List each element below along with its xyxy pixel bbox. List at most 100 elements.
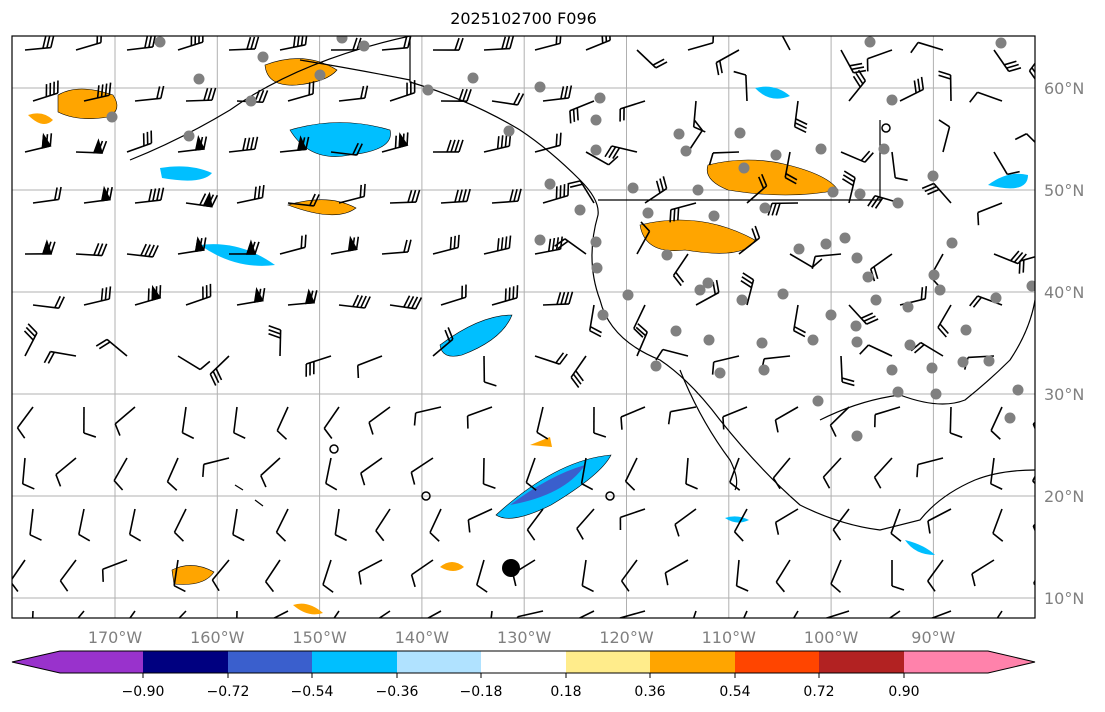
station-dot (193, 73, 205, 85)
station-dot (714, 367, 726, 379)
station-dot (827, 186, 839, 198)
wind-barb (542, 291, 574, 306)
wind-barb (1014, 133, 1035, 153)
wind-barbs (12, 36, 1035, 618)
wind-barb (381, 132, 409, 153)
station-dot (594, 92, 606, 104)
station-dot (756, 337, 768, 349)
latitude-label: 40°N (1044, 283, 1084, 302)
wind-barb (783, 610, 799, 618)
wind-barb (840, 49, 867, 74)
station-dot (736, 294, 748, 306)
wind-barb (708, 151, 740, 166)
station-dot (1004, 412, 1016, 424)
longitude-labels: 170°W 160°W 150°W 140°W 130°W 120°W 110°W 100°W… (88, 628, 956, 647)
wind-barb (389, 80, 416, 102)
wind-barb (483, 235, 512, 255)
wind-barb (536, 406, 549, 440)
wind-barb (43, 350, 77, 364)
wind-barb (322, 559, 334, 593)
coastlines-and-borders (129, 36, 1035, 531)
colorbar-segment (481, 651, 566, 673)
station-dot (590, 236, 602, 248)
colorbar-tick-label: 0.90 (888, 684, 919, 700)
wind-barb (672, 253, 689, 287)
wind-barb (32, 295, 65, 309)
wind-barb (75, 138, 108, 154)
station-dot (534, 234, 546, 246)
wind-barb (29, 508, 42, 541)
wind-barb (134, 284, 162, 306)
station-markers (106, 36, 1035, 442)
station-dot (680, 145, 692, 157)
wind-barb (927, 508, 952, 534)
wind-barb (624, 457, 638, 491)
station-dot (864, 36, 876, 48)
wind-barb (228, 36, 260, 51)
latitude-label: 30°N (1044, 385, 1084, 404)
latitude-label: 20°N (1044, 487, 1084, 506)
wind-barb (534, 352, 568, 365)
station-dot (851, 430, 863, 442)
wind-barb (829, 406, 850, 437)
wind-barb (375, 508, 391, 542)
wind-barb (389, 295, 423, 310)
wind-barb (664, 559, 689, 586)
wind-barb (993, 49, 1022, 73)
wind-barb (119, 610, 136, 618)
wind-barb (534, 132, 562, 153)
wind-barb (989, 457, 1003, 490)
station-dot (590, 114, 602, 126)
station-dot (703, 334, 715, 346)
wind-barb (488, 610, 493, 618)
station-dot (850, 320, 862, 332)
wind-barb (774, 508, 799, 535)
wind-barb (228, 136, 259, 153)
wind-barb (937, 304, 952, 338)
wind-barb (429, 508, 442, 542)
station-dot (422, 84, 434, 96)
wind-barb (636, 49, 668, 69)
station-dot (892, 197, 904, 209)
wind-barb (268, 324, 282, 357)
wind-barb (534, 36, 562, 51)
station-dot (807, 334, 819, 346)
station-dot (902, 301, 914, 313)
station-dot (854, 188, 866, 200)
colorbar-tick-label: −0.72 (207, 684, 250, 700)
wind-barb (738, 225, 761, 255)
wind-barb (202, 457, 230, 478)
wind-barb (95, 338, 128, 357)
station-dot (650, 360, 662, 372)
wind-barb (185, 191, 219, 208)
wind-barb (775, 559, 791, 593)
wind-barb (585, 151, 619, 166)
wind-barb (899, 286, 928, 306)
wind-barb (467, 508, 493, 533)
station-dot (926, 362, 938, 374)
wind-barb (264, 610, 289, 618)
wind-barb (330, 235, 360, 255)
wind-barb (1033, 559, 1035, 593)
station-dot (503, 125, 515, 137)
wind-barb (491, 285, 519, 306)
station-dot (590, 144, 602, 156)
wind-barb (410, 559, 434, 588)
wind-barb (21, 457, 35, 490)
wind-barb (177, 134, 208, 153)
wind-barb (440, 284, 467, 306)
wind-barb (24, 132, 53, 153)
wind-barb (236, 184, 265, 204)
longitude-label: 170°W (88, 628, 143, 647)
wind-barb (899, 76, 925, 102)
wind-barb (735, 610, 748, 618)
station-dot (927, 170, 939, 182)
wind-barb (722, 406, 748, 430)
wind-barb (101, 559, 128, 582)
station-dot (467, 72, 479, 84)
station-dot (851, 336, 863, 348)
wind-barb (569, 100, 595, 124)
station-dot (673, 128, 685, 140)
wind-barb (114, 406, 136, 436)
wind-barb (890, 508, 902, 542)
